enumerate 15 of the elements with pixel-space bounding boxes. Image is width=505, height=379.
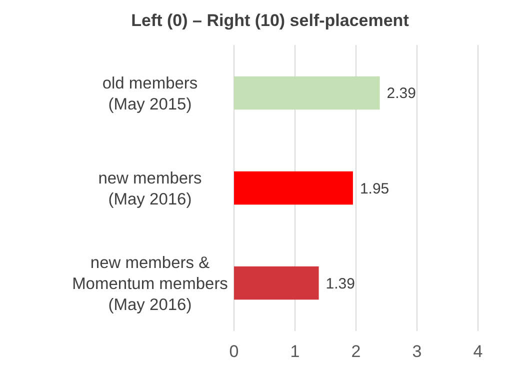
y-tick-label: new members & Momentum members (May 2016) <box>72 254 228 314</box>
x-tick-label: 4 <box>473 342 483 362</box>
chart-title: Left (0) – Right (10) self-placement <box>131 11 410 30</box>
y-tick-label: new members (May 2016) <box>98 169 202 208</box>
data-label: 2.39 <box>386 85 416 102</box>
bar <box>234 266 319 300</box>
bar <box>234 171 353 205</box>
x-tick-label: 2 <box>351 342 361 362</box>
bar <box>234 76 380 110</box>
y-tick-label: old members (May 2015) <box>102 74 198 114</box>
x-tick-label: 3 <box>412 342 422 362</box>
data-label: 1.39 <box>326 275 355 292</box>
x-tick-label: 0 <box>229 342 239 362</box>
x-tick-label: 1 <box>290 342 300 362</box>
data-label: 1.95 <box>360 180 390 198</box>
